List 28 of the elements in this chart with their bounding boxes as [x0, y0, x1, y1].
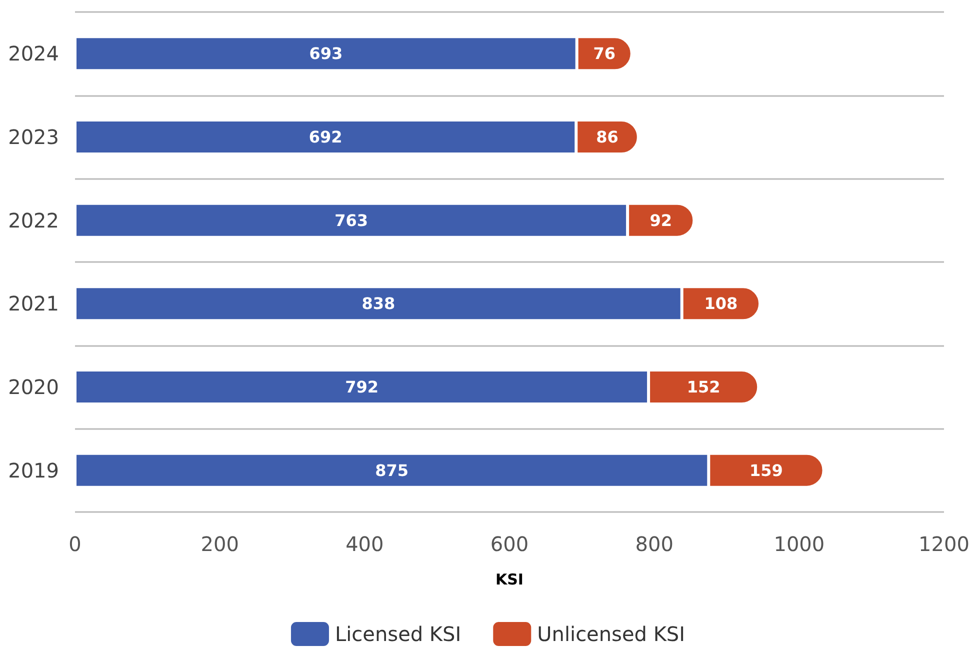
data-label: 693 — [309, 44, 343, 64]
y-tick-label: 2020 — [8, 375, 59, 399]
data-label: 159 — [750, 460, 783, 480]
data-label: 838 — [362, 294, 396, 314]
x-tick-label: 1200 — [918, 532, 970, 556]
data-label: 108 — [704, 294, 738, 314]
x-tick-label: 0 — [68, 532, 82, 556]
data-label: 86 — [596, 128, 618, 146]
x-tick-label: 600 — [490, 532, 529, 556]
data-label: 152 — [686, 378, 720, 396]
data-label: 692 — [308, 128, 342, 146]
y-tick-label: 2022 — [8, 208, 59, 232]
data-label: 92 — [650, 210, 672, 230]
data-label: 76 — [593, 44, 616, 64]
x-tick-label: 800 — [635, 532, 674, 556]
y-tick-label: 2023 — [8, 125, 59, 149]
data-label: 763 — [334, 210, 368, 230]
legend-label: Unlicensed KSI — [537, 622, 686, 646]
x-axis-title: KSI — [495, 570, 524, 588]
y-tick-label: 2019 — [8, 458, 59, 482]
x-tick-label: 1000 — [774, 532, 825, 556]
data-label: 875 — [375, 460, 409, 480]
y-tick-label: 2021 — [8, 292, 59, 316]
x-tick-label: 400 — [346, 532, 384, 556]
data-label: 792 — [345, 378, 378, 396]
legend-label: Licensed KSI — [334, 622, 462, 646]
y-tick-label: 2024 — [8, 42, 59, 66]
x-tick-label: 200 — [200, 532, 239, 556]
